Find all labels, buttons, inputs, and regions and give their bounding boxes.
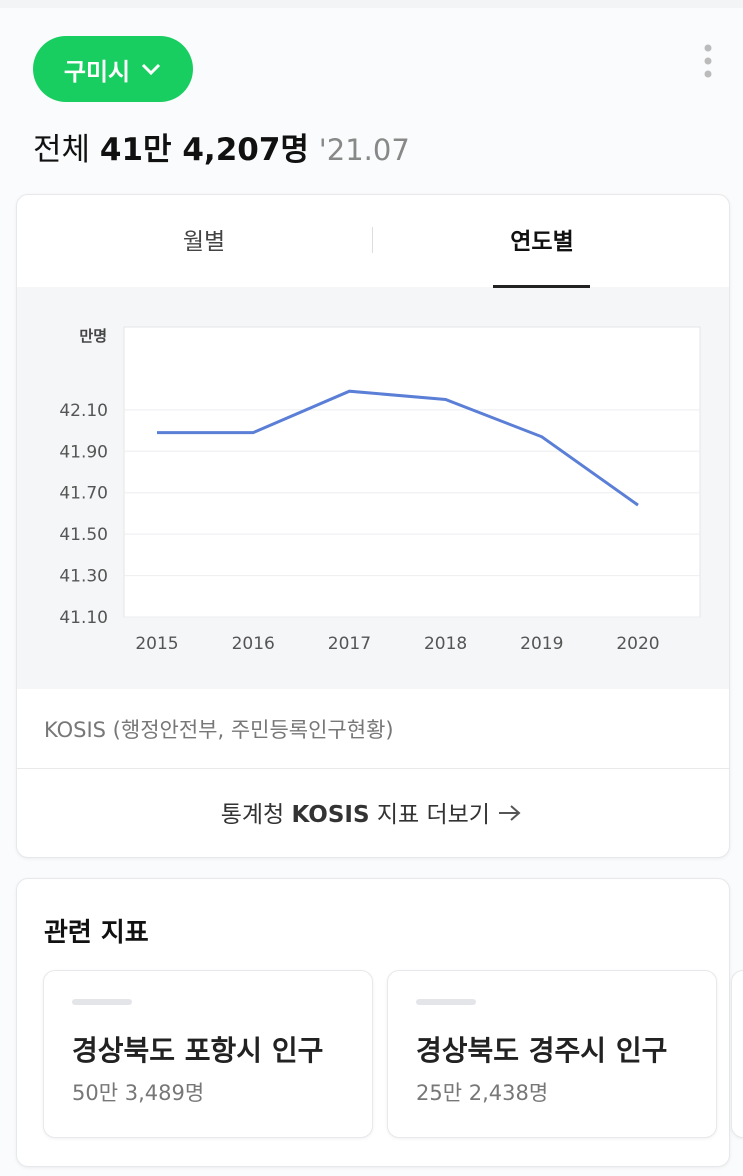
x-tick-label: 2019: [520, 634, 563, 654]
more-prefix: 통계청: [220, 802, 285, 828]
tab-active[interactable]: 연도별: [510, 229, 574, 255]
more-menu[interactable]: [700, 44, 716, 80]
y-unit: 만명: [79, 327, 107, 345]
date: '21.07: [318, 133, 410, 167]
item-value: 50만 3,489명: [72, 1081, 205, 1105]
related-item-peek: [731, 970, 743, 1138]
tab-indicator: [493, 285, 590, 288]
related-title: 관련 지표: [44, 918, 149, 948]
region-button[interactable]: 구미시: [33, 36, 193, 102]
y-tick-label: 41.10: [59, 608, 108, 628]
total-value: 41만 4,207명: [99, 132, 309, 168]
tab[interactable]: 월별: [182, 229, 226, 255]
total-label: 전체: [33, 132, 91, 168]
item-value: 25만 2,438명: [416, 1081, 549, 1105]
y-tick-label: 41.70: [59, 484, 108, 504]
more-suffix: 지표 더보기: [376, 802, 490, 828]
related-item[interactable]: 경상북도 경주시 인구 25만 2,438명: [387, 970, 717, 1138]
source: KOSIS (행정안전부, 주민등록인구현황): [44, 718, 394, 742]
x-tick-label: 2020: [616, 634, 659, 654]
related-item[interactable]: 경상북도 포항시 인구 50만 3,489명: [43, 970, 373, 1138]
headline: 전체 41만 4,207명 '21.07: [33, 124, 410, 169]
item-title: 경상북도 포항시 인구: [72, 1034, 324, 1067]
chart: 만명 41.10 41.30 41.50 41.70 41.90 42.10 2015 2016…: [59, 326, 701, 654]
x-tick-label: 2015: [135, 634, 178, 654]
y-tick-label: 41.30: [59, 567, 108, 587]
x-tick-label: 2016: [232, 634, 275, 654]
y-tick-label: 41.50: [59, 525, 108, 545]
item-title: 경상북도 경주시 인구: [416, 1034, 668, 1067]
more-brand: KOSIS: [291, 802, 370, 828]
x-tick-label: 2018: [424, 634, 467, 654]
more-link[interactable]: 통계청 KOSIS 지표 더보기: [16, 795, 728, 829]
chevron: [142, 63, 161, 76]
x-tick-label: 2017: [328, 634, 371, 654]
plot-area: [123, 326, 701, 618]
y-tick-label: 41.90: [59, 442, 108, 462]
y-tick-label: 42.10: [59, 401, 108, 421]
arrow: [499, 805, 521, 821]
region-name: 구미시: [63, 57, 131, 86]
line: [157, 389, 639, 507]
